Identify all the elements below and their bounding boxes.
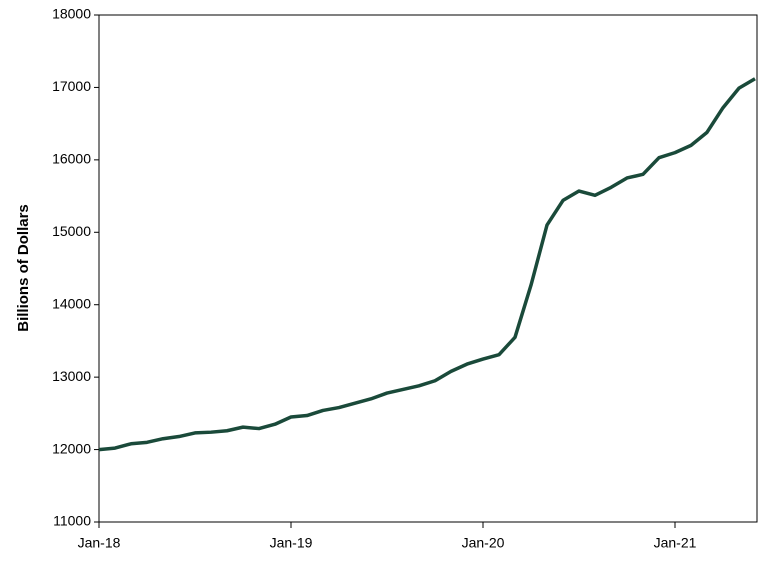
y-tick-label: 13000 [52, 368, 91, 384]
x-tick-label: Jan-18 [78, 535, 121, 551]
x-tick-label: Jan-19 [270, 535, 313, 551]
y-tick-label: 16000 [52, 151, 91, 167]
y-tick-label: 14000 [52, 295, 91, 311]
y-tick-label: 15000 [52, 223, 91, 239]
y-tick-label: 11000 [53, 513, 91, 529]
y-tick-label: 12000 [52, 440, 91, 456]
x-tick-label: Jan-21 [654, 535, 697, 551]
y-axis-label: Billions of Dollars [15, 204, 32, 332]
plot-frame [98, 14, 758, 523]
y-tick-label: 17000 [52, 78, 91, 94]
x-tick-label: Jan-20 [462, 535, 505, 551]
line-series [98, 77, 756, 452]
y-tick-label: 18000 [52, 6, 91, 22]
